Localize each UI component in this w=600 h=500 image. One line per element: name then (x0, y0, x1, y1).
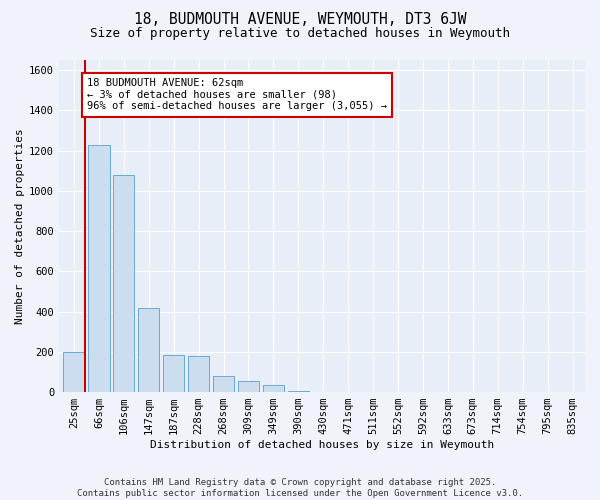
X-axis label: Distribution of detached houses by size in Weymouth: Distribution of detached houses by size … (150, 440, 494, 450)
Bar (88, 144, 110, 392)
Y-axis label: Number of detached properties: Number of detached properties (15, 128, 25, 324)
Bar (113, 174, 134, 392)
Bar (263, 385, 284, 392)
Bar (188, 356, 209, 392)
Bar (213, 376, 234, 392)
Text: Contains HM Land Registry data © Crown copyright and database right 2025.
Contai: Contains HM Land Registry data © Crown c… (77, 478, 523, 498)
Text: 18, BUDMOUTH AVENUE, WEYMOUTH, DT3 6JW: 18, BUDMOUTH AVENUE, WEYMOUTH, DT3 6JW (134, 12, 466, 28)
Text: Size of property relative to detached houses in Weymouth: Size of property relative to detached ho… (90, 28, 510, 40)
Bar (163, 355, 184, 392)
Bar (238, 381, 259, 392)
Bar (138, 308, 160, 392)
Bar (64, 352, 85, 392)
Bar (288, 391, 309, 392)
Text: 18 BUDMOUTH AVENUE: 62sqm
← 3% of detached houses are smaller (98)
96% of semi-d: 18 BUDMOUTH AVENUE: 62sqm ← 3% of detach… (87, 78, 387, 112)
